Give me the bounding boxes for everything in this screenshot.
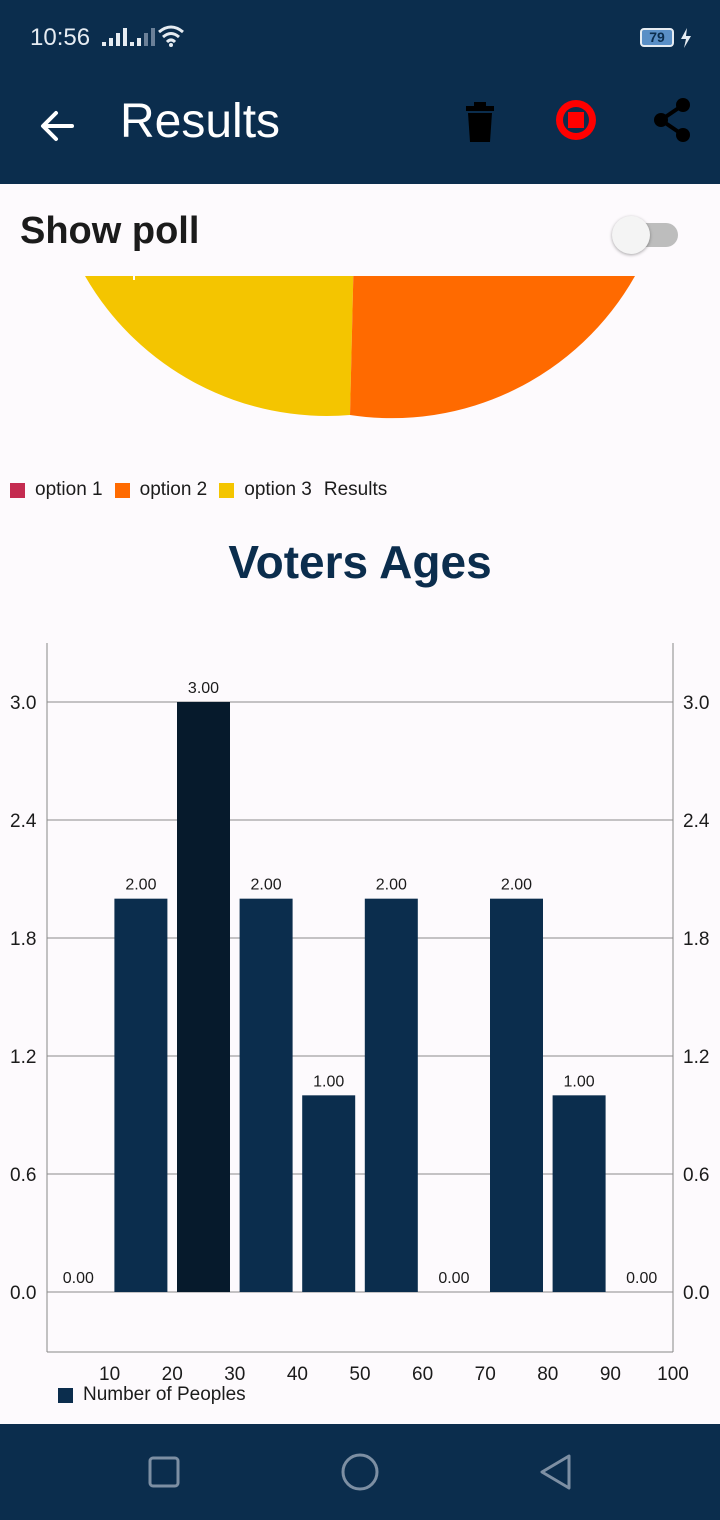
pie-legend-label: option 1: [35, 479, 103, 500]
pie-slice-option-2: [350, 276, 635, 419]
page-title: Results: [120, 95, 281, 148]
bar-value-label: 2.00: [125, 877, 156, 894]
status-time: 10:56: [30, 24, 91, 51]
x-tick-label: 100: [657, 1364, 689, 1385]
y-tick-label-left: 0.0: [10, 1283, 36, 1304]
pie-label-tick: [133, 276, 135, 280]
pie-label: Results: [323, 479, 388, 500]
legend-swatch: [10, 482, 25, 498]
pie-legend-item: option 2: [114, 479, 208, 501]
bar-chart: 0.0 0.0 0.6 0.6 1.2 1.2 1.8 1.8 2.4 2.4 3.0 3.0 0.00…: [10, 643, 710, 1385]
home-icon[interactable]: [338, 1450, 382, 1494]
wifi-icon: [158, 25, 184, 47]
x-tick-label: 70: [475, 1364, 496, 1385]
bar-value-label: 1.00: [564, 1073, 595, 1090]
y-tick-label-right: 0.6: [683, 1165, 709, 1186]
pie-chart: [0, 276, 720, 426]
bar-value-label: 0.00: [63, 1270, 94, 1287]
y-tick-label-right: 2.4: [683, 811, 710, 832]
signal-icon: [102, 28, 127, 46]
show-poll-toggle[interactable]: [612, 214, 682, 254]
legend-swatch: [114, 482, 130, 498]
x-tick-label: 60: [412, 1364, 433, 1385]
chart-bar: [490, 898, 543, 1292]
recent-apps-icon[interactable]: [142, 1450, 186, 1494]
stop-icon[interactable]: [554, 98, 598, 142]
battery-icon: 79: [640, 28, 674, 47]
x-tick-label: 50: [349, 1364, 370, 1385]
x-tick-label: 30: [224, 1364, 245, 1385]
navigation-bar: [0, 1424, 720, 1520]
bar-value-label: 3.00: [188, 680, 219, 697]
x-tick-label: 40: [287, 1364, 308, 1385]
y-tick-label-right: 0.0: [683, 1283, 709, 1304]
pie-legend-label: option 3: [244, 479, 312, 500]
y-tick-label-right: 1.2: [683, 1047, 709, 1068]
y-tick-label-right: 1.8: [683, 929, 709, 950]
x-tick-label: 20: [162, 1364, 183, 1385]
bar-value-label: 0.00: [626, 1270, 657, 1287]
x-tick-label: 10: [99, 1364, 120, 1385]
chart-bar: [302, 1095, 356, 1292]
show-poll-row: Show poll: [0, 184, 720, 280]
chart-legend: Number of Peoples: [58, 1384, 246, 1406]
chart-bar: [239, 898, 293, 1292]
y-tick-label-left: 2.4: [10, 811, 37, 832]
share-icon[interactable]: [650, 96, 694, 144]
back-nav-icon[interactable]: [534, 1450, 578, 1494]
bar-value-label: 2.00: [376, 877, 407, 894]
back-arrow-icon[interactable]: [34, 102, 82, 150]
x-tick-label: 90: [600, 1364, 621, 1385]
y-tick-label-left: 1.2: [10, 1047, 36, 1068]
pie-legend-item: option 1: [10, 479, 103, 501]
pie-legend-item: option 3: [219, 479, 312, 501]
bar-value-label: 2.00: [251, 877, 282, 894]
show-poll-label: Show poll: [20, 210, 200, 252]
battery-level: 79: [649, 29, 665, 45]
chart-bar: [177, 702, 230, 1292]
chart-legend-label: Number of Peoples: [83, 1384, 246, 1405]
pie-legend: option 1 option 2 option 3 Results: [10, 478, 387, 502]
status-bar: 10:56 79: [0, 0, 720, 76]
bar-value-label: 2.00: [501, 877, 532, 894]
chart-bar: [114, 898, 168, 1292]
y-tick-label-left: 0.6: [10, 1165, 36, 1186]
chart-bar: [552, 1095, 606, 1292]
bar-value-label: 1.00: [313, 1073, 344, 1090]
pie-legend-label: option 2: [139, 479, 208, 500]
chart-bar: [364, 898, 418, 1292]
signal-icon: [130, 28, 155, 46]
app-bar: Results: [0, 76, 720, 184]
y-tick-label-right: 3.0: [683, 693, 709, 714]
legend-swatch: [219, 482, 235, 498]
y-tick-label-left: 3.0: [10, 693, 36, 714]
x-tick-label: 80: [537, 1364, 558, 1385]
pie-slice-option-3: [85, 276, 354, 416]
y-tick-label-left: 1.8: [10, 929, 36, 950]
legend-swatch: [58, 1387, 73, 1403]
chart-title: Voters Ages: [228, 536, 492, 588]
bar-value-label: 0.00: [438, 1270, 469, 1287]
trash-icon[interactable]: [460, 100, 500, 144]
charging-icon: [681, 28, 691, 48]
toggle-thumb: [612, 216, 650, 254]
